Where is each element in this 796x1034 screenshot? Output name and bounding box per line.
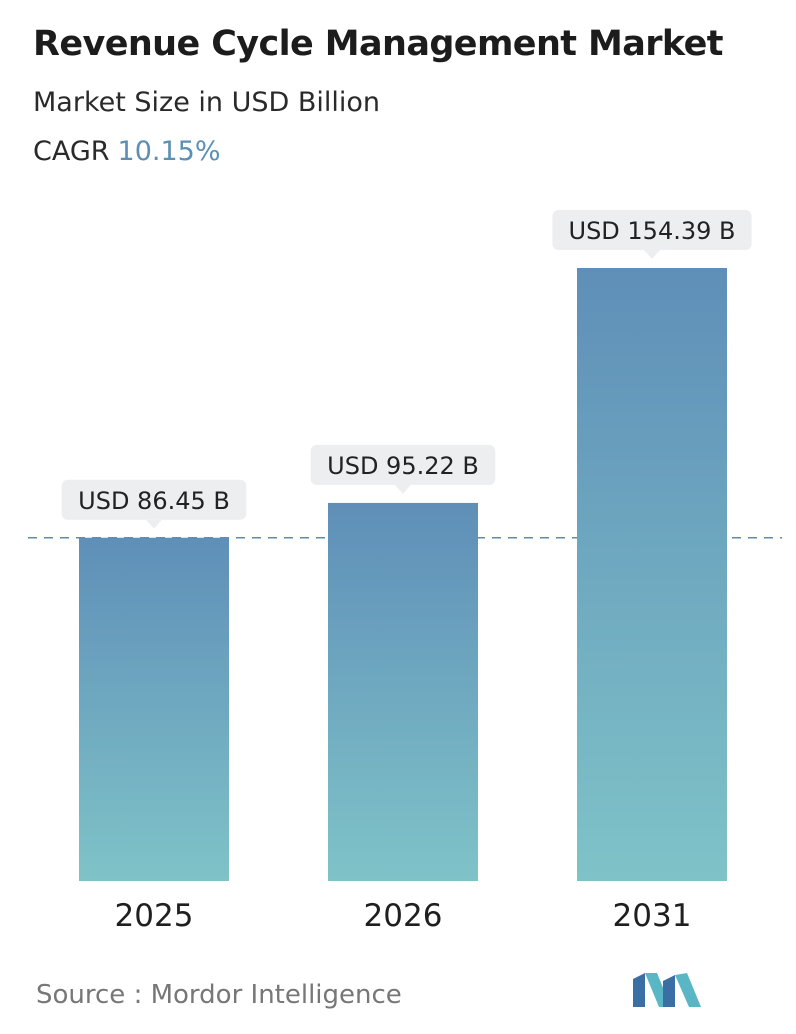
chart-subtitle: Market Size in USD Billion: [33, 87, 381, 118]
category-label: 2025: [115, 898, 194, 934]
cagr-value: 10.15%: [117, 136, 221, 167]
value-label-callout: USD 86.45 B: [61, 479, 247, 529]
source-note: Source : Mordor Intelligence: [36, 980, 402, 1010]
value-label: USD 154.39 B: [569, 217, 736, 245]
value-label: USD 86.45 B: [78, 487, 230, 515]
bar-2025: [79, 537, 229, 881]
bar-2026: [328, 502, 478, 881]
value-label: USD 95.22 B: [327, 452, 479, 480]
value-label-callout: USD 154.39 B: [552, 210, 752, 259]
chart-title: Revenue Cycle Management Market: [33, 24, 724, 64]
category-label: 2031: [613, 898, 692, 934]
value-label-callout: USD 95.22 B: [310, 444, 496, 494]
category-label: 2026: [364, 898, 443, 934]
cagr-label: CAGR: [33, 136, 110, 167]
mordor-intelligence-logo-icon: [633, 973, 701, 1007]
cagr-line: CAGR 10.15%: [33, 136, 220, 167]
bar-2031: [577, 268, 727, 881]
bars-layer: USD 86.45 B 2025 USD 95.22 B 2026 USD 154.39…: [28, 210, 782, 934]
